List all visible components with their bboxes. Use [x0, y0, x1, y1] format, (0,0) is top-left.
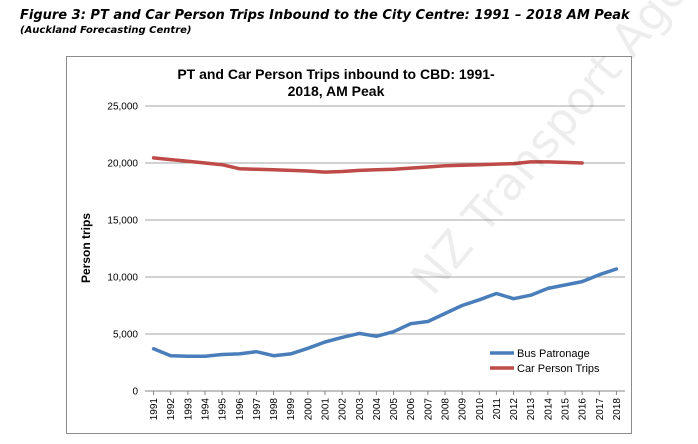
x-tick-label: 1998	[269, 398, 280, 421]
x-tick-label: 2015	[561, 398, 572, 421]
x-tick-label: 1997	[252, 398, 263, 421]
x-tick-label: 2012	[509, 398, 520, 421]
x-tick-label: 1994	[201, 398, 212, 421]
y-tick-label: 5,000	[113, 330, 138, 341]
x-tick-label: 2014	[543, 398, 554, 421]
x-tick-label: 2011	[492, 398, 503, 420]
y-axis-label: Person trips	[79, 213, 93, 283]
y-tick-labels: 0 5,000 10,000 15,000 20,000 25,000	[107, 102, 138, 398]
y-tick-label: 20,000	[107, 159, 138, 170]
x-tick-label: 2003	[355, 398, 366, 421]
chart-title: PT and Car Person Trips inbound to CBD: …	[177, 66, 495, 99]
x-tick-labels: 1991 1992 1993 1994 1995 1996 1997 1998 1999 2000…	[149, 398, 623, 421]
series-line-car-person-trips	[151, 156, 584, 174]
legend-label-bus-patronage: Bus Patronage	[517, 348, 590, 360]
x-tick-label: 2013	[526, 398, 537, 421]
y-tick-label: 10,000	[107, 273, 138, 284]
x-tick-label: 1995	[218, 398, 229, 421]
y-tick-label: 0	[132, 387, 138, 398]
x-tick-label: 1993	[183, 398, 194, 421]
x-tick-label: 2009	[458, 398, 469, 421]
x-tick-label: 2001	[321, 398, 332, 421]
chart-area	[66, 56, 632, 434]
x-tick-label: 2006	[406, 398, 417, 421]
x-tick-label: 2018	[612, 398, 623, 421]
x-tick-label: 2005	[389, 398, 400, 421]
x-tick-label: 1996	[235, 398, 246, 421]
legend: Bus Patronage Car Person Trips	[490, 348, 600, 375]
y-tick-label: 15,000	[107, 216, 138, 227]
figure-title: Figure 3: PT and Car Person Trips Inboun…	[20, 8, 630, 23]
x-tick-label: 1999	[286, 398, 297, 421]
x-tick-label: 1992	[166, 398, 177, 421]
x-tick-label: 2007	[423, 398, 434, 421]
x-tick-label: 1991	[149, 398, 160, 421]
legend-label-car-person-trips: Car Person Trips	[517, 363, 600, 375]
x-tick-label: 2004	[372, 398, 383, 421]
figure-subtitle: (Auckland Forecasting Centre)	[20, 25, 192, 36]
x-tick-label: 2016	[578, 398, 589, 421]
series-line-bus-patronage	[151, 267, 619, 358]
x-tick-label: 2008	[441, 398, 452, 421]
y-tick-label: 25,000	[107, 102, 138, 113]
x-tick-label: 2010	[475, 398, 486, 421]
series-lines	[151, 156, 619, 358]
x-tick-label: 2000	[303, 398, 314, 421]
x-tick-label: 2017	[595, 398, 606, 421]
x-tick-label: 2002	[338, 398, 349, 421]
